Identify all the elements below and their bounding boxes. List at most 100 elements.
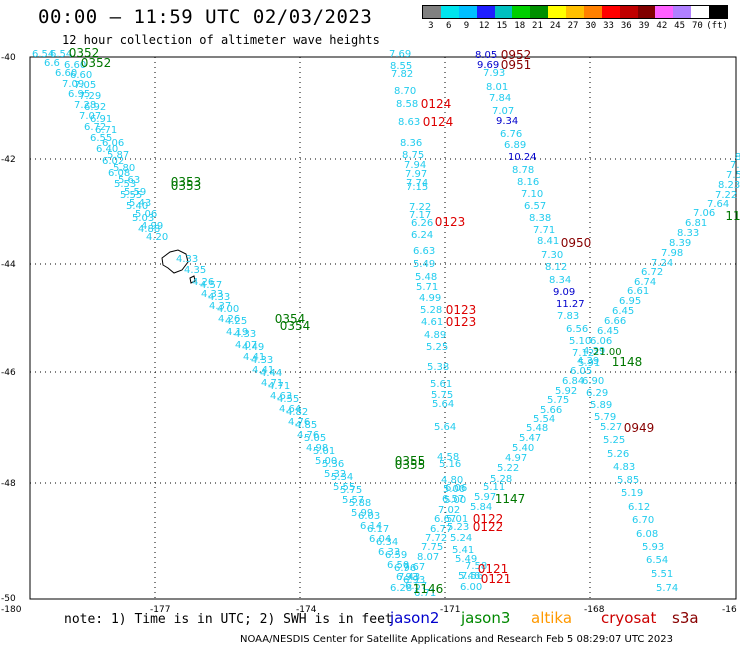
- wave-height-label: 6.57: [524, 201, 546, 212]
- island: [161, 249, 196, 284]
- pass-time-label: 0122: [473, 520, 504, 534]
- wave-height-label: 6.90: [582, 376, 604, 387]
- wave-height-label: 5.24: [450, 533, 472, 544]
- pass-time-label: 0123: [446, 315, 477, 329]
- wave-height-label: 6.02: [102, 156, 124, 167]
- wave-height-label: 6.81: [685, 218, 707, 229]
- pass-time-label: 0124: [421, 97, 452, 111]
- legend-swatch: [458, 6, 477, 18]
- wave-height-label: 7.22: [409, 202, 431, 213]
- pass-time-label: 1147: [495, 492, 526, 506]
- legend-swatch: [530, 6, 549, 18]
- wave-height-label: 6.96: [394, 563, 416, 574]
- wave-height-label: 4.35: [184, 265, 206, 276]
- wave-height-label: 9.34: [496, 116, 518, 127]
- color-legend-labels: 3 6 9 12 15 18 21 24 27 30 33 36 39 42 45 70 (ft): [422, 21, 728, 33]
- pass-time-label: 0352: [81, 56, 112, 70]
- pass-time-label: 0353: [171, 175, 202, 189]
- wave-height-label: 6.05: [570, 366, 592, 377]
- wave-height-label: 7.28: [74, 100, 96, 111]
- lat-tick-label: -42: [1, 155, 16, 165]
- wave-height-label: 5.54: [533, 414, 555, 425]
- wave-height-label: 6.34: [376, 537, 398, 548]
- wave-height-label: 6.12: [628, 502, 650, 513]
- wave-height-label: 4.37: [209, 301, 231, 312]
- wave-height-label: 4.33: [176, 254, 198, 265]
- wave-height-label: 5.75: [340, 485, 362, 496]
- wave-height-label: 5.00: [315, 456, 337, 467]
- wave-height-label: 5.87: [107, 150, 129, 161]
- wave-height-label: 4.99: [419, 293, 441, 304]
- wave-height-label: 7.71: [533, 225, 555, 236]
- wave-height-label: 4.97: [505, 453, 527, 464]
- wave-height-label: 5.46: [458, 571, 480, 582]
- pass-time-label: 0355: [395, 458, 426, 472]
- wave-height-label: 6.06: [590, 336, 612, 347]
- wave-height-label: 6.67: [434, 514, 456, 525]
- legend-label: 42: [656, 21, 668, 31]
- wave-height-label: 4.33: [234, 329, 256, 340]
- satellite-name-jason3: jason3: [461, 609, 511, 627]
- wave-height-label: 6.45: [597, 326, 619, 337]
- wave-height-label: 5.00: [444, 495, 466, 506]
- wave-height-label: 5.34: [331, 472, 353, 483]
- wave-height-label: 6.56: [566, 324, 588, 335]
- wave-height-label: 6.66: [604, 316, 626, 327]
- wave-height-label: 5.75: [547, 395, 569, 406]
- legend-swatch: [655, 6, 674, 18]
- wave-height-label: 7.82: [391, 69, 413, 80]
- wave-height-label: 4.82: [286, 407, 308, 418]
- legend-label: 3: [428, 21, 434, 31]
- wave-height-label: 10.24: [508, 152, 537, 163]
- legend-label: 27: [567, 21, 579, 31]
- wave-height-label: 6.08: [108, 168, 130, 179]
- wave-height-label: 6.06: [445, 483, 467, 494]
- color-legend-bar: [422, 5, 728, 19]
- wave-height-label: 8.12: [545, 262, 567, 273]
- lat-tick-label: -40: [1, 53, 16, 63]
- satellite-name-jason2: jason2: [390, 609, 440, 627]
- wave-height-label: 5.28: [420, 305, 442, 316]
- wave-height-label: 4.07: [235, 340, 257, 351]
- pass-time-label: 0121: [478, 562, 509, 576]
- wave-height-label: 6.50: [387, 560, 409, 571]
- wave-height-label: 6.26: [411, 218, 433, 229]
- wave-height-label: 6.92: [84, 102, 106, 113]
- wave-height-label: 8.78: [512, 165, 534, 176]
- wave-height-label: 4.71: [261, 378, 283, 389]
- wave-height-label: 6.59: [385, 550, 407, 561]
- wave-height-label: 6.71: [414, 588, 436, 599]
- lon-tick-label: -168: [584, 605, 605, 615]
- wave-height-label: 8.75: [402, 150, 424, 161]
- lon-tick-label: -180: [1, 605, 22, 615]
- wave-height-label: 5.97: [474, 492, 496, 503]
- wave-height-label: 6.08: [636, 529, 658, 540]
- wave-height-label: 4.98: [306, 443, 328, 454]
- wave-height-label: 4.33: [201, 289, 223, 300]
- lat-tick-label: -50: [1, 594, 16, 604]
- lon-tick-label: -177: [150, 605, 170, 615]
- note-text: note: 1) Time is in UTC; 2) SWH is in fe…: [64, 612, 393, 627]
- wave-height-label: 7.15: [406, 182, 428, 193]
- wave-height-label: 6.45: [612, 306, 634, 317]
- pass-time-label: 0952: [501, 48, 532, 62]
- wave-height-label: 4.20: [146, 232, 168, 243]
- pass-time-label: 0353: [171, 179, 202, 193]
- wave-height-label: 5.43: [129, 198, 151, 209]
- wave-height-label: 6.29: [586, 388, 608, 399]
- wave-height-label: 4.58: [437, 452, 459, 463]
- wave-height-label: 4.49: [242, 342, 264, 353]
- legend-label: 36: [620, 21, 632, 31]
- legend-label: 6: [445, 21, 452, 31]
- wave-height-label: 5.92: [555, 386, 577, 397]
- wave-height-label: 6.89: [504, 140, 526, 151]
- legend-label: 9: [463, 21, 470, 31]
- wave-height-label: 6.77: [430, 524, 452, 535]
- legend-label: (ft): [706, 21, 728, 31]
- legend-swatch: [583, 6, 602, 18]
- wave-height-label: 4.83: [613, 462, 635, 473]
- wave-height-label: 7.22: [715, 190, 737, 201]
- legend-label: 70: [691, 21, 703, 31]
- wave-height-label: 6.57: [442, 494, 464, 505]
- wave-height-label: 5.66: [540, 405, 562, 416]
